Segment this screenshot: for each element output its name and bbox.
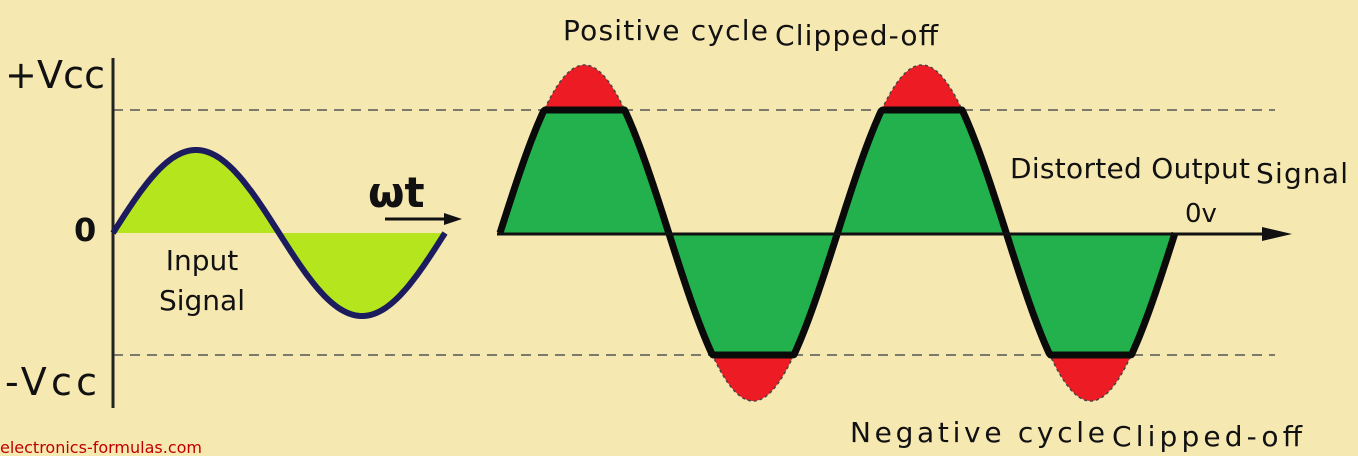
label-omega-t: ωt <box>368 168 425 217</box>
label-negative-vcc: -Vcc <box>5 360 97 404</box>
label-positive-vcc: +Vcc <box>5 53 105 97</box>
omega-arrow-head <box>444 213 462 225</box>
input-label-line1: Input <box>166 244 239 277</box>
output-axis-arrow <box>1262 227 1292 241</box>
input-wave <box>110 147 448 319</box>
output-label-2: Signal <box>1256 157 1348 190</box>
watermark: electronics-formulas.com <box>0 438 202 456</box>
label-zero: 0 <box>74 211 96 249</box>
label-zero-v: 0v <box>1185 199 1217 229</box>
positive-clip-label: Positive cycle <box>563 14 768 47</box>
negative-clip-label-2: Clipped-off <box>1112 420 1303 453</box>
input-label-line2: Signal <box>159 284 245 317</box>
output-label: Distorted Output <box>1010 152 1250 185</box>
negative-clip-label: Negative cycle <box>850 416 1105 449</box>
positive-clip-label-2: Clipped-off <box>775 19 939 52</box>
